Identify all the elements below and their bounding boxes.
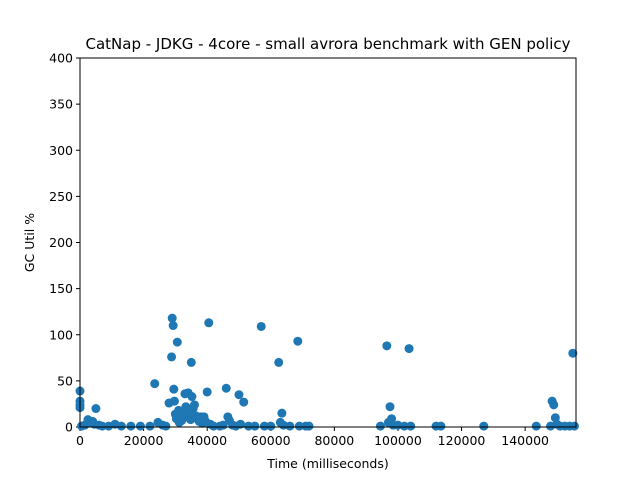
data-point — [169, 384, 179, 394]
data-point — [531, 421, 541, 431]
data-point — [259, 421, 269, 431]
data-point — [116, 421, 126, 431]
data-point — [250, 421, 260, 431]
data-point — [202, 387, 212, 397]
data-points — [75, 313, 579, 431]
x-tick-label: 100000 — [374, 433, 422, 448]
data-point — [172, 337, 182, 347]
data-point — [266, 421, 276, 431]
data-point — [168, 321, 178, 331]
chart-title: CatNap - JDKG - 4core - small avrora ben… — [85, 35, 570, 53]
x-tick-label: 120000 — [438, 433, 486, 448]
data-point — [569, 421, 579, 431]
data-point — [167, 352, 177, 362]
data-point — [234, 390, 244, 400]
x-tick-label: 20000 — [124, 433, 164, 448]
data-point — [221, 383, 231, 393]
data-point — [204, 318, 214, 328]
data-point — [277, 408, 287, 418]
data-point — [97, 421, 107, 431]
data-point — [568, 348, 578, 358]
data-point — [150, 379, 160, 389]
data-point — [126, 421, 136, 431]
data-point — [406, 421, 416, 431]
data-point — [135, 421, 145, 431]
data-point — [549, 400, 559, 410]
data-point — [181, 402, 191, 412]
data-point — [91, 404, 101, 414]
y-axis-label: GC Util % — [22, 213, 37, 272]
x-axis-label: Time (milliseconds) — [266, 456, 388, 471]
y-tick-label: 0 — [65, 420, 73, 435]
data-point — [189, 400, 199, 410]
data-point — [385, 402, 395, 412]
data-point — [244, 421, 254, 431]
data-point — [161, 421, 171, 431]
x-tick-label: 60000 — [251, 433, 291, 448]
data-point — [436, 421, 446, 431]
y-tick-label: 200 — [49, 235, 73, 250]
data-point — [256, 321, 266, 331]
x-tick-label: 80000 — [314, 433, 354, 448]
data-point — [236, 419, 246, 429]
data-point — [479, 421, 489, 431]
data-point — [382, 341, 392, 351]
data-point — [239, 397, 249, 407]
data-point — [167, 313, 177, 323]
x-tick-label: 140000 — [501, 433, 549, 448]
y-tick-label: 150 — [49, 281, 73, 296]
data-point — [399, 421, 409, 431]
y-tick-label: 350 — [49, 97, 73, 112]
data-point — [404, 344, 414, 354]
y-tick-label: 400 — [49, 51, 73, 66]
data-point — [274, 357, 284, 367]
y-tick-label: 300 — [49, 143, 73, 158]
y-tick-label: 100 — [49, 327, 73, 342]
data-point — [187, 392, 197, 402]
data-point — [375, 421, 385, 431]
data-point — [169, 396, 179, 406]
x-tick-label: 40000 — [187, 433, 227, 448]
y-tick-label: 250 — [49, 189, 73, 204]
data-point — [293, 336, 303, 346]
data-point — [145, 421, 155, 431]
x-axis-ticks: 0 20000 40000 60000 80000 100000 120000 140000 — [76, 427, 549, 448]
y-axis-ticks: 0 50 100 150 200 250 300 350 400 — [49, 51, 80, 435]
plot-area-frame — [79, 57, 577, 428]
data-point — [209, 421, 219, 431]
x-tick-label: 0 — [76, 433, 84, 448]
data-point — [186, 357, 196, 367]
y-tick-label: 50 — [57, 373, 73, 388]
data-point — [285, 421, 295, 431]
data-point — [304, 421, 314, 431]
data-point — [294, 421, 304, 431]
